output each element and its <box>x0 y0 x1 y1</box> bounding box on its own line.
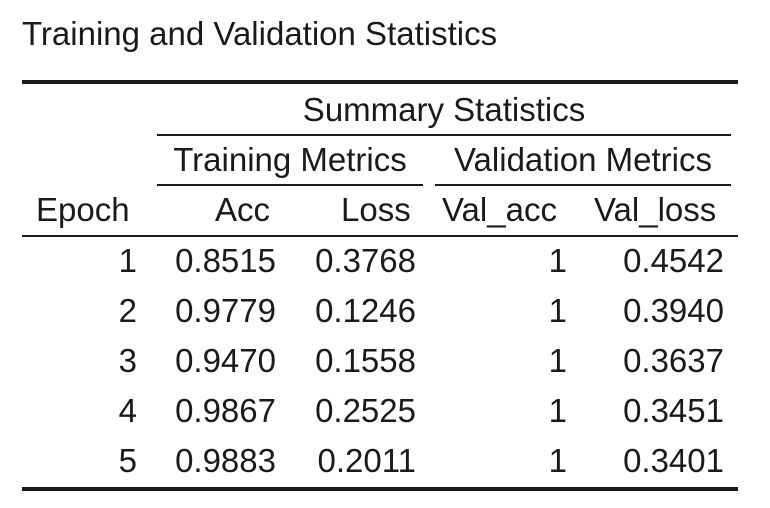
group-label-training: Training Metrics <box>173 141 407 178</box>
spanner-label: Summary Statistics <box>302 91 586 128</box>
column-header-val-loss: Val_loss <box>594 191 717 228</box>
table-title: Training and Validation Statistics <box>22 15 498 52</box>
cell-val-acc: 1 <box>548 242 567 279</box>
cell-val-acc: 1 <box>548 292 567 329</box>
cell-epoch: 2 <box>118 292 137 329</box>
cell-acc: 0.9779 <box>175 292 276 329</box>
cell-loss: 0.1558 <box>315 342 416 379</box>
spanner-rule <box>157 134 731 136</box>
cell-epoch: 5 <box>118 442 137 479</box>
cell-val-loss: 0.3401 <box>623 442 724 479</box>
cell-acc: 0.9883 <box>175 442 276 479</box>
group-label-validation: Validation Metrics <box>454 141 712 178</box>
cell-val-acc: 1 <box>548 442 567 479</box>
cell-epoch: 1 <box>118 242 137 279</box>
bottom-rule <box>22 487 738 491</box>
column-header-epoch: Epoch <box>36 191 130 228</box>
column-header-loss: Loss <box>341 191 411 228</box>
cell-epoch: 4 <box>118 392 137 429</box>
cell-loss: 0.3768 <box>315 242 416 279</box>
validation-group-rule <box>435 184 731 186</box>
cell-loss: 0.2011 <box>317 442 416 479</box>
cell-acc: 0.8515 <box>175 242 276 279</box>
cell-val-acc: 1 <box>548 392 567 429</box>
cell-epoch: 3 <box>118 342 137 379</box>
cell-loss: 0.1246 <box>315 292 416 329</box>
cell-acc: 0.9867 <box>175 392 276 429</box>
column-header-val-acc: Val_acc <box>442 191 557 228</box>
training-group-rule <box>157 184 423 186</box>
header-rule <box>22 235 738 237</box>
column-header-acc: Acc <box>215 191 271 228</box>
cell-acc: 0.9470 <box>175 342 276 379</box>
cell-val-acc: 1 <box>548 342 567 379</box>
cell-val-loss: 0.3451 <box>623 392 724 429</box>
cell-val-loss: 0.3940 <box>623 292 724 329</box>
cell-loss: 0.2525 <box>315 392 416 429</box>
top-rule <box>22 80 738 84</box>
cell-val-loss: 0.4542 <box>623 242 724 279</box>
cell-val-loss: 0.3637 <box>623 342 724 379</box>
